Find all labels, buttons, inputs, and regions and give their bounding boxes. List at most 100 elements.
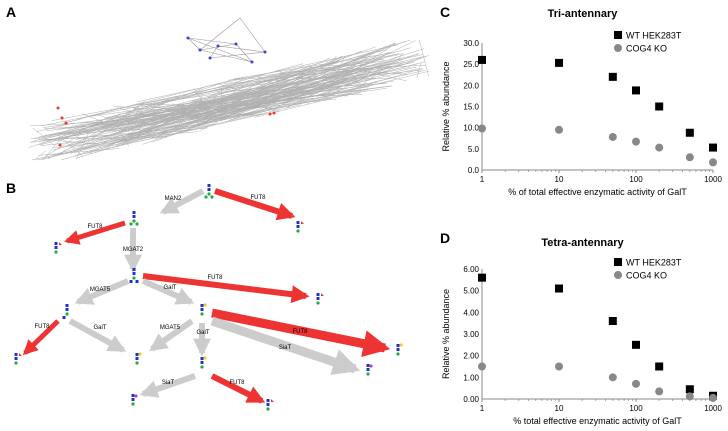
network-node [198,48,202,52]
pathway-arrow [139,373,196,398]
arrow-label: FUT8 [35,324,51,330]
glycan-structure [200,356,207,369]
y-tick-label: 1.00 [463,373,479,382]
network-node [263,50,267,54]
glycan-structure [316,293,324,305]
legend-marker-ko [614,271,622,279]
pathway-arrow [142,273,310,304]
pathway-arrow [211,308,391,357]
y-tick-label: 2.00 [463,352,479,361]
y-tick-label: 5.0 [468,145,480,154]
pathway-arrow [68,318,127,353]
y-tick-label: 5.00 [463,287,479,296]
x-tick-label: 100 [629,175,643,184]
x-tick-label: 10 [555,404,564,413]
glycan-structure [129,211,139,226]
y-tick-label: 10.0 [463,124,479,133]
network-node [268,112,272,116]
data-point-wt [608,72,617,81]
data-point-ko [685,392,694,401]
panel-label-c: C [440,4,451,20]
pathway-arrow [141,278,195,305]
x-tick-label: 1 [480,404,485,413]
legend-label: WT HEK283T [626,258,682,268]
arrow-label: MGAT5 [160,325,181,331]
y-tick-label: 15.0 [463,103,479,112]
glycan-structure [62,304,69,319]
arrow-label: GalT [196,330,209,336]
glycan-structure [200,303,207,316]
legend-marker-wt [614,31,622,39]
glycan-structure [54,242,62,254]
x-tick-label: 1 [480,175,485,184]
network-node [234,42,238,46]
arrow-label: FUT8 [88,224,104,230]
x-tick-label: 1000 [704,175,722,184]
network-edge [187,37,253,63]
glycan-structure [296,221,304,233]
data-point-ko [632,137,640,146]
y-tick-label: 3.00 [463,330,479,339]
arrow-label: SiaT [162,380,175,386]
x-tick-label: 10 [555,175,564,184]
chart-tri-antennary: Tri-antennary 0.0 5.0 10.0 15.0 20.0 25.0 30.0 1… [441,8,722,197]
data-point-ko [555,362,563,371]
panel-label-d: D [440,230,451,246]
data-point-ko [555,125,563,134]
pathway-arrow [74,278,130,305]
legend-marker-wt [614,258,622,266]
network-edge [217,45,266,53]
chart-title: Tetra-antennary [541,237,624,249]
arrow-label: GalT [163,285,176,291]
legend-label: COG4 KO [626,271,667,281]
network-edge [199,49,253,63]
glycosylation-pathway-diagram: MAN2 FUT8 FUT8 MGAT2 FUT8 MGAT5 GalT FUT… [14,184,403,411]
y-axis-label: Relative % abundance [441,289,451,379]
arrow-label: FUT8 [293,329,309,335]
panel-label-b: B [6,180,17,196]
network-node [64,121,68,125]
y-tick-label: 6.00 [463,265,479,274]
x-tick-label: 1000 [704,404,722,413]
glycan-structure [204,184,214,199]
pathway-arrow [22,319,60,356]
arrow-label: MAN2 [165,196,182,202]
glycan-structure [129,268,139,283]
x-axis-label: % total effective enzymatic activity of … [513,416,682,426]
data-point-wt [632,86,640,95]
network-node [208,56,212,60]
y-tick-label: 30.0 [463,39,479,48]
arrow-label: MGAT5 [90,287,111,293]
panel-label-a: A [6,4,17,20]
data-point-wt [478,55,486,64]
pathway-arrow [64,220,126,245]
arrow-label: GalT [93,325,106,331]
data-point-ko [655,387,664,396]
y-axis-label: Relative % abundance [441,61,451,151]
data-point-ko [632,379,640,388]
arrow-label: FUT8 [230,380,246,386]
data-point-ko [709,158,717,167]
legend-label: COG4 KO [626,44,667,54]
pathway-arrow [149,318,194,352]
network-node [216,44,220,48]
data-point-wt [555,284,563,293]
glycan-structure [266,399,274,411]
data-point-wt [632,340,640,349]
arrow-label: FUT8 [208,275,224,281]
data-point-wt [655,362,664,371]
network-edge [199,17,241,51]
data-point-wt [709,143,717,152]
data-point-ko [608,373,617,382]
x-tick-label: 100 [629,404,643,413]
data-point-ko [655,143,664,152]
network-edges [28,39,430,161]
y-tick-label: 0.00 [463,395,479,404]
pathway-arrow [210,316,361,375]
data-point-wt [655,102,664,111]
network-node [250,60,254,64]
data-point-ko [478,124,486,133]
arrow-label: MGAT2 [123,247,144,253]
pathway-arrow [210,373,266,404]
network-node [60,116,64,120]
